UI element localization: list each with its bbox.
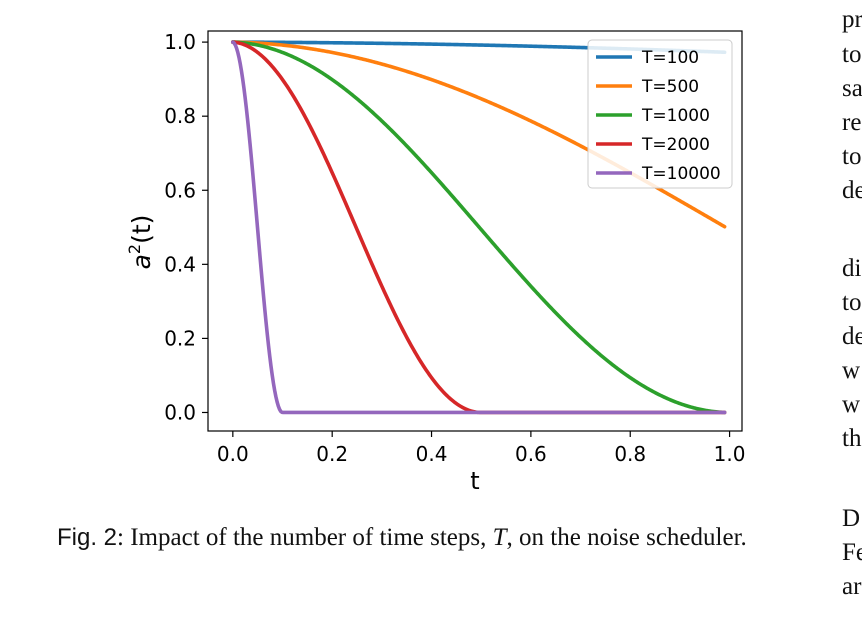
y-tick-label: 0.2 (164, 326, 196, 350)
right-fragment: de (842, 323, 862, 350)
caption-symbol: T (492, 524, 507, 551)
right-fragment: re (842, 109, 862, 136)
caption-label: Fig. 2 (57, 524, 118, 551)
x-tick-label: 0.2 (316, 442, 348, 466)
y-tick-label: 0.4 (164, 252, 196, 276)
y-axis-label: a2(t) (125, 215, 156, 270)
legend-label: T=500 (641, 77, 699, 97)
caption-text-before: : Impact of the number of time steps, (117, 524, 493, 551)
caption-text-after: , on the noise scheduler. (506, 524, 747, 551)
legend-label: T=100 (641, 48, 699, 68)
right-fragment: Fe (842, 539, 862, 566)
y-tick-label: 1.0 (164, 30, 196, 54)
legend-label: T=10000 (641, 164, 721, 184)
right-fragment: th (842, 425, 862, 452)
x-tick-label: 0.6 (515, 442, 547, 466)
right-fragment: di (842, 255, 862, 282)
series-line-t-10000 (231, 40, 727, 415)
y-axis-label-tail: (t) (127, 215, 156, 244)
x-tick-label: 0.8 (614, 442, 646, 466)
right-fragment: D (842, 505, 861, 532)
right-fragment: sa (842, 75, 862, 102)
right-fragment: to (842, 143, 862, 170)
right-fragment: to (842, 41, 862, 68)
y-tick-label: 0.0 (164, 400, 196, 424)
right-fragment: w (842, 357, 861, 384)
legend-box (587, 39, 733, 189)
x-tick-label: 1.0 (714, 442, 746, 466)
series-lines (231, 40, 727, 415)
y-tick-label: 0.6 (164, 178, 196, 202)
x-tick-label: 0.4 (416, 442, 448, 466)
plot-frame (207, 30, 743, 432)
y-axis-label-base: a (127, 254, 156, 269)
legend-label: T=1000 (641, 106, 710, 126)
x-axis-label: t (470, 467, 479, 495)
figure-caption: Fig. 2: Impact of the number of time ste… (57, 521, 809, 555)
legend-label: T=2000 (641, 135, 710, 155)
right-fragment: de (842, 177, 862, 204)
right-fragment: pr (842, 6, 862, 33)
x-tick-label: 0.0 (217, 442, 249, 466)
axes: 0.0 0.2 0.4 0.6 0.8 1.0 0.0 0.2 0.4 0.6 0.8 1.0 (164, 30, 745, 466)
right-fragment: to (842, 289, 862, 316)
right-fragment: w (842, 391, 861, 418)
legend: T=100 T=500 T=1000 T=2000 T=10000 (587, 39, 733, 189)
right-fragment: ar (842, 573, 862, 600)
y-tick-label: 0.8 (164, 104, 196, 128)
series-line-t-1000 (231, 40, 727, 415)
y-axis-label-superscript: 2 (125, 244, 144, 254)
noise-schedule-chart: 0.0 0.2 0.4 0.6 0.8 1.0 0.0 0.2 0.4 0.6 0.8 1.0 T=1… (125, 30, 745, 495)
